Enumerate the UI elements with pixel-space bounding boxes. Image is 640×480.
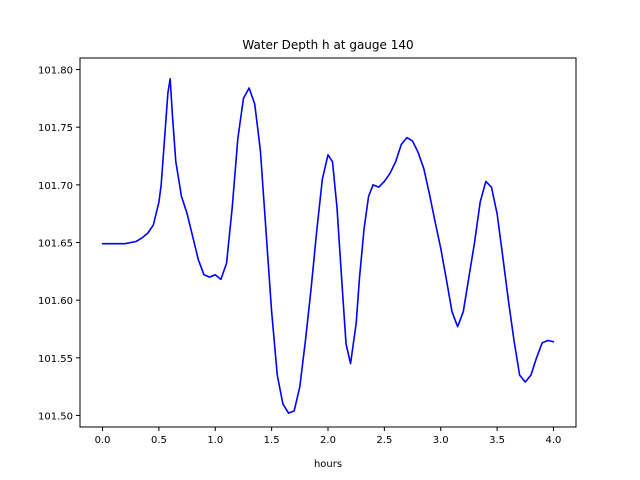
y-tick-label: 101.65	[38, 239, 73, 250]
x-tick-label: 1.5	[264, 435, 280, 446]
chart-title: Water Depth h at gauge 140	[242, 38, 413, 52]
y-tick-label: 101.75	[38, 123, 73, 134]
x-tick-label: 0.5	[151, 435, 167, 446]
x-tick-label: 3.0	[433, 435, 449, 446]
x-tick-label: 0.0	[95, 435, 111, 446]
y-tick-label: 101.55	[38, 354, 73, 365]
x-axis-label: hours	[314, 459, 342, 470]
series-line-0	[101, 77, 555, 414]
y-tick-label: 101.50	[38, 411, 73, 422]
y-tick-label: 101.70	[38, 181, 73, 192]
y-tick-label: 101.60	[38, 296, 73, 307]
y-tick-label: 101.80	[38, 66, 73, 77]
x-tick-label: 4.0	[546, 435, 562, 446]
x-tick-label: 3.5	[489, 435, 505, 446]
axes: 0.0 0.5 1.0 1.5 2.0 2.5 3.0 3.5 4.0 101.50 101.55 1…	[38, 57, 577, 446]
x-tick-label: 2.0	[320, 435, 336, 446]
plot-area	[101, 77, 555, 414]
x-tick-label: 1.0	[207, 435, 223, 446]
x-tick-label: 2.5	[376, 435, 392, 446]
